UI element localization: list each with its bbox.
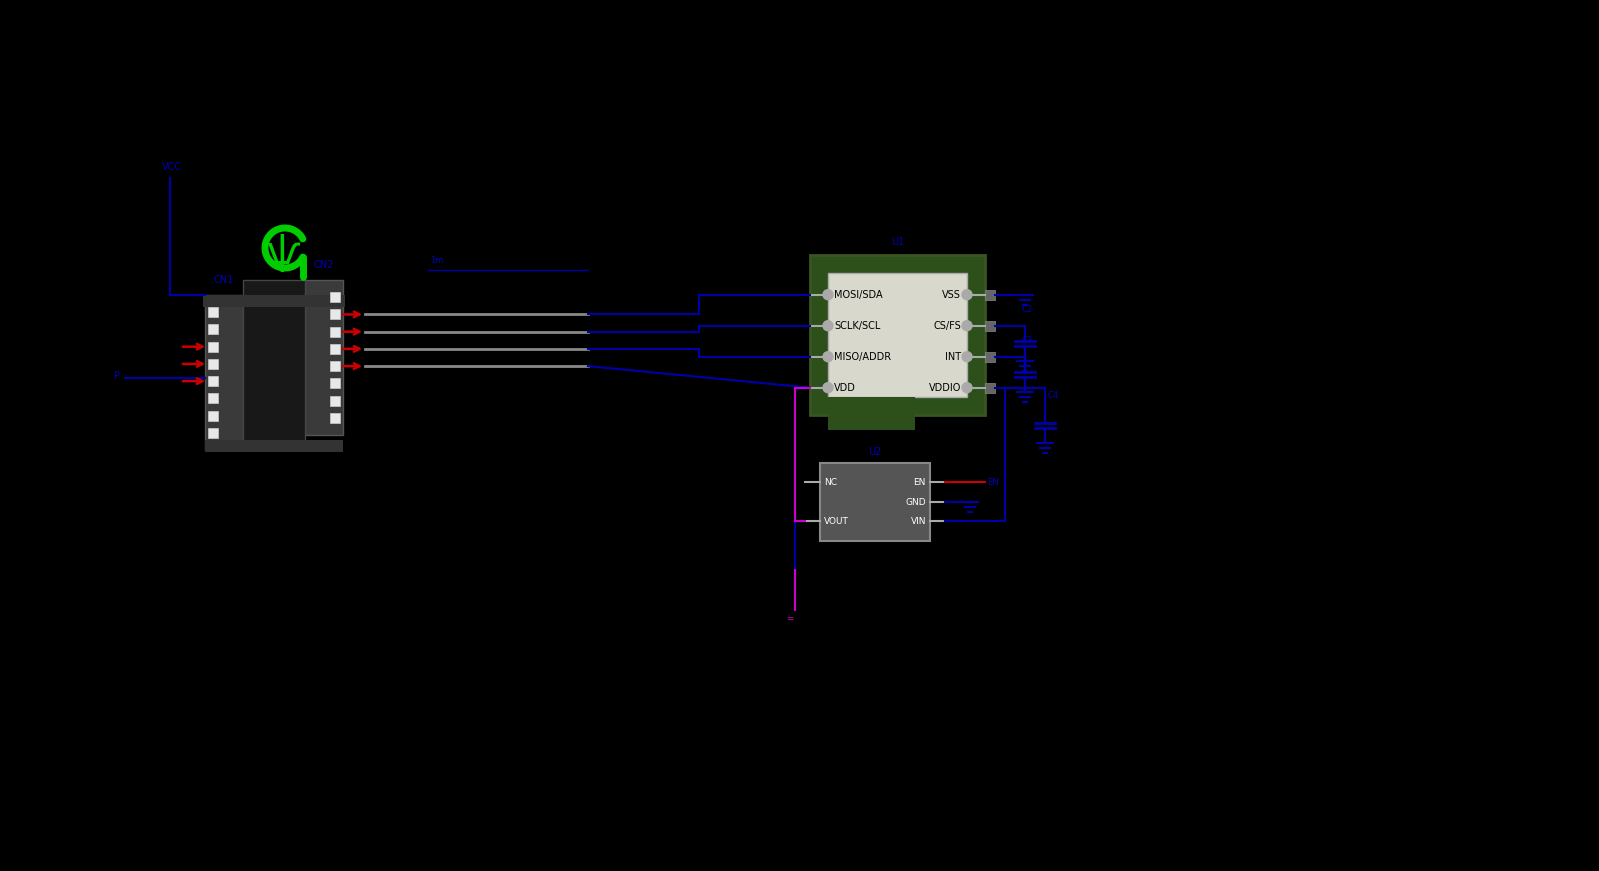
Bar [208, 376, 217, 386]
Bar [985, 352, 995, 361]
Text: CN2: CN2 [313, 260, 334, 270]
Bar [828, 273, 967, 397]
Text: P: P [114, 371, 120, 381]
Text: U1: U1 [891, 237, 903, 247]
Bar [205, 295, 243, 450]
Circle shape [823, 321, 833, 331]
Circle shape [963, 382, 972, 393]
Text: C2: C2 [1022, 305, 1033, 314]
Bar [985, 382, 995, 393]
Text: CS/FS: CS/FS [934, 321, 961, 331]
Bar [208, 341, 217, 352]
Text: VDDIO: VDDIO [929, 382, 961, 393]
Circle shape [823, 352, 833, 361]
Bar [811, 255, 985, 415]
Text: NC: NC [823, 478, 836, 487]
Bar [329, 309, 341, 320]
Text: 1m: 1m [430, 256, 443, 265]
Bar [305, 280, 344, 435]
Bar [243, 280, 305, 450]
Text: CN1: CN1 [214, 275, 233, 285]
Text: EN: EN [987, 478, 999, 487]
Circle shape [963, 290, 972, 300]
Text: C3: C3 [1022, 335, 1033, 345]
Bar [208, 394, 217, 403]
Text: VDD: VDD [835, 382, 855, 393]
Bar [203, 295, 345, 307]
Text: =: = [787, 614, 793, 623]
Bar [329, 395, 341, 406]
Text: GND: GND [905, 497, 926, 507]
Bar [329, 361, 341, 371]
Text: SCLK/SCL: SCLK/SCL [835, 321, 881, 331]
Bar [208, 324, 217, 334]
Text: U2: U2 [868, 447, 881, 457]
Circle shape [823, 290, 833, 300]
Text: ѱ: ѱ [265, 234, 301, 272]
Circle shape [963, 352, 972, 361]
Bar [985, 321, 995, 331]
Bar [329, 293, 341, 302]
Bar [208, 428, 217, 438]
Circle shape [963, 321, 972, 331]
Bar [329, 378, 341, 388]
Text: VCC: VCC [161, 162, 182, 172]
Text: MISO/ADDR: MISO/ADDR [835, 352, 891, 361]
Bar [329, 327, 341, 337]
Bar [205, 440, 344, 452]
Text: C4: C4 [1047, 391, 1059, 400]
Text: VOUT: VOUT [823, 517, 849, 526]
Text: MOSI/SDA: MOSI/SDA [835, 290, 883, 300]
Text: VSS: VSS [942, 290, 961, 300]
Bar [820, 463, 931, 541]
Bar [828, 397, 915, 430]
Bar [208, 410, 217, 421]
Text: EN: EN [913, 478, 926, 487]
Text: VIN: VIN [910, 517, 926, 526]
Bar [985, 290, 995, 300]
Circle shape [823, 382, 833, 393]
Bar [329, 413, 341, 422]
Bar [208, 307, 217, 317]
Bar [329, 344, 341, 354]
Bar [208, 359, 217, 369]
Text: INT: INT [945, 352, 961, 361]
